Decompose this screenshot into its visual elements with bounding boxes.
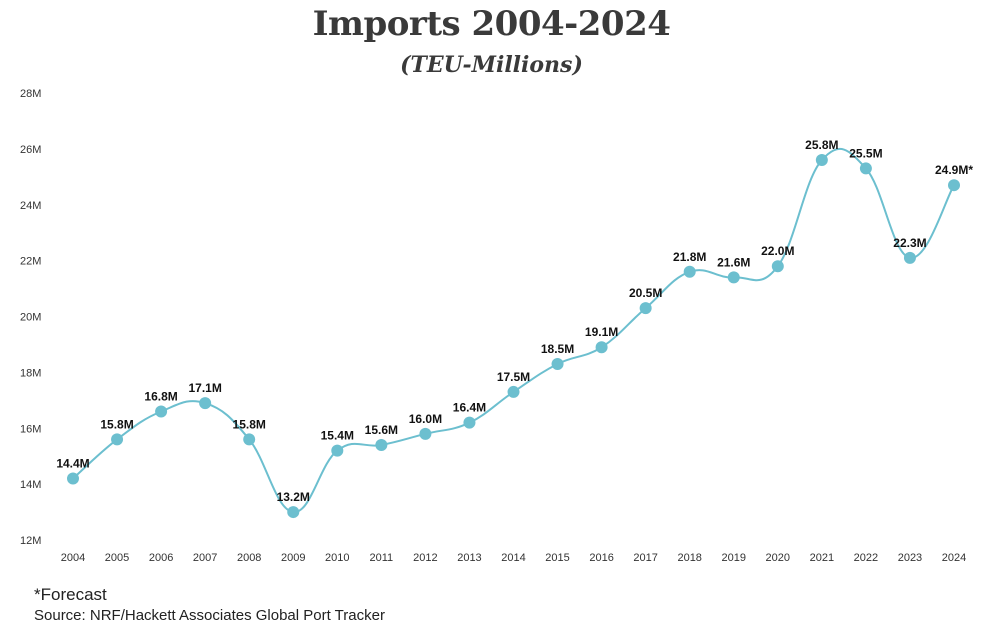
data-label: 18.5M [541, 342, 574, 356]
data-point [287, 506, 300, 519]
data-point [331, 444, 344, 457]
data-point [375, 439, 388, 452]
y-tick-label: 28M [20, 88, 41, 100]
y-tick-label: 18M [20, 367, 41, 379]
x-tick-label: 2022 [854, 552, 878, 564]
x-axis: 2004 2005 2006 2007 2008 2009 2010 2011 2012 2013… [61, 552, 966, 564]
x-tick-label: 2008 [237, 552, 261, 564]
x-tick-label: 2016 [589, 552, 613, 564]
data-labels: 14.4M 15.8M 16.8M 17.1M 15.8M 13.2M 15.4M 15.6M… [56, 138, 973, 504]
x-tick-label: 2013 [457, 552, 481, 564]
data-label: 14.4M [56, 457, 89, 471]
data-label: 15.8M [233, 417, 266, 431]
y-tick-label: 16M [20, 423, 41, 435]
x-tick-label: 2014 [501, 552, 525, 564]
data-point [683, 265, 696, 278]
data-point [419, 427, 432, 440]
x-tick-label: 2019 [722, 552, 746, 564]
chart-subtitle: (TEU-Millions) [400, 52, 583, 78]
data-label: 21.8M [673, 250, 706, 264]
data-label: 22.3M [893, 236, 926, 250]
y-tick-label: 20M [20, 312, 41, 324]
data-label: 13.2M [277, 490, 310, 504]
x-tick-label: 2006 [149, 552, 173, 564]
data-label: 15.4M [321, 429, 354, 443]
x-tick-label: 2009 [281, 552, 305, 564]
y-tick-label: 24M [20, 200, 41, 212]
data-point [639, 302, 652, 315]
data-point [463, 416, 476, 429]
imports-line-chart: 12M 14M 16M 18M 20M 22M 24M 26M 28M 2004 2005 2006… [20, 88, 973, 564]
x-tick-label: 2024 [942, 552, 966, 564]
data-label: 16.8M [144, 389, 177, 403]
y-tick-label: 12M [20, 535, 41, 547]
data-label: 22.0M [761, 244, 794, 258]
x-tick-label: 2011 [370, 552, 394, 564]
chart-title: Imports 2004-2024 [312, 4, 671, 44]
y-tick-label: 14M [20, 479, 41, 491]
data-point [507, 385, 520, 398]
data-label: 17.1M [188, 381, 221, 395]
data-point [199, 397, 212, 410]
data-label: 15.6M [365, 423, 398, 437]
x-tick-label: 2005 [105, 552, 129, 564]
series-line-imports [72, 148, 955, 514]
y-tick-label: 26M [20, 144, 41, 156]
x-tick-label: 2010 [325, 552, 349, 564]
data-label: 25.5M [849, 146, 882, 160]
data-point [771, 260, 784, 273]
x-tick-label: 2017 [633, 552, 657, 564]
x-tick-label: 2021 [810, 552, 834, 564]
source-note: Source: NRF/Hackett Associates Global Po… [34, 607, 385, 624]
x-tick-label: 2018 [677, 552, 701, 564]
x-tick-label: 2007 [193, 552, 217, 564]
x-tick-label: 2015 [545, 552, 569, 564]
data-point [155, 405, 168, 418]
data-point [551, 357, 564, 370]
data-point [111, 433, 124, 446]
data-point [815, 154, 828, 167]
x-tick-label: 2004 [61, 552, 85, 564]
data-label: 17.5M [497, 370, 530, 384]
data-point [903, 251, 916, 264]
data-point [595, 341, 608, 354]
data-label: 25.8M [805, 138, 838, 152]
x-tick-label: 2020 [766, 552, 790, 564]
data-point [859, 162, 872, 175]
x-tick-label: 2012 [413, 552, 437, 564]
forecast-footnote: *Forecast [34, 585, 107, 604]
data-point [948, 179, 960, 192]
data-label: 19.1M [585, 325, 618, 339]
y-tick-label: 22M [20, 256, 41, 268]
data-label: 24.9M* [935, 163, 973, 177]
data-point [727, 271, 740, 284]
data-point [243, 433, 256, 446]
data-label: 15.8M [100, 417, 133, 431]
data-label: 20.5M [629, 286, 662, 300]
y-axis: 12M 14M 16M 18M 20M 22M 24M 26M 28M [20, 88, 41, 547]
data-label: 21.6M [717, 255, 750, 269]
data-point [67, 472, 79, 485]
x-tick-label: 2023 [898, 552, 922, 564]
data-label: 16.4M [453, 401, 486, 415]
data-label: 16.0M [409, 412, 442, 426]
data-points [67, 154, 960, 519]
